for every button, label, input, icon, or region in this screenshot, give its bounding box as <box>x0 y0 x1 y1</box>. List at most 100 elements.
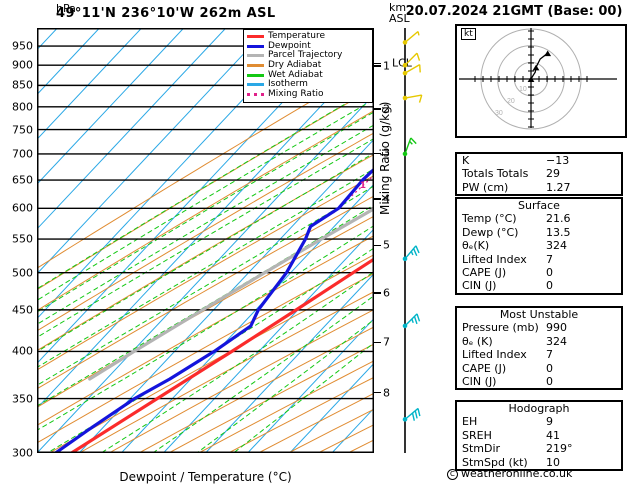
legend-item-dry-adiabat: Dry Adiabat <box>247 61 369 71</box>
row-label: θₑ(K) <box>462 239 490 253</box>
row-value: 990 <box>546 321 567 335</box>
legend-swatch <box>247 73 264 77</box>
data-row: Temp (°C) 21.6 <box>457 212 621 225</box>
pressure-tick-700: 700 <box>12 147 33 161</box>
dewpoint-curve <box>53 167 374 453</box>
row-label: Lifted Index <box>462 252 527 266</box>
row-label: CIN (J) <box>462 279 497 293</box>
legend-swatch <box>247 83 264 87</box>
hodograph-canvas: 10 20 30 <box>459 22 617 136</box>
altitude-tick-mark <box>374 108 381 110</box>
row-value: 7 <box>546 252 553 266</box>
pressure-tick-400: 400 <box>12 344 33 358</box>
data-row: CAPE (J) 0 <box>457 362 621 375</box>
data-row: EH 9 <box>457 415 621 428</box>
row-label: CAPE (J) <box>462 361 507 375</box>
data-row: SREH 41 <box>457 429 621 442</box>
data-row: CIN (J) 0 <box>457 375 621 388</box>
legend-item-parcel-trajectory: Parcel Trajectory <box>247 51 369 61</box>
altitude-tick-2km: 2 <box>383 102 390 116</box>
station-title: 49°11'N 236°10'W 262m ASL <box>56 6 276 21</box>
pressure-tick-350: 350 <box>12 392 33 406</box>
legend-swatch <box>247 92 264 96</box>
row-value: −13 <box>546 154 570 167</box>
row-value: 9 <box>546 415 553 429</box>
data-row: StmSpd (kt) 10 <box>457 456 621 469</box>
row-value: 1.27 <box>546 180 571 194</box>
row-value: 0 <box>546 361 553 375</box>
parcel-trajectory-curve <box>88 206 374 381</box>
data-row: CAPE (J) 0 <box>457 266 621 279</box>
legend-label: Dewpoint <box>268 40 311 51</box>
pressure-tick-950: 950 <box>12 39 33 53</box>
hodograph-plot: 10 20 30 kt <box>455 22 627 138</box>
most-unstable-parcel-panel: Most Unstable Pressure (mb) 990 θₑ (K) 324 Li… <box>455 306 623 391</box>
row-value: 13.5 <box>546 225 571 239</box>
data-row: K −13 <box>457 154 621 167</box>
legend-item-dewpoint: Dewpoint <box>247 40 369 52</box>
forecast-datetime-title: 20.07.2024 21GMT (Base: 00) <box>405 4 623 19</box>
wind-barb <box>402 313 421 329</box>
altitude-tick-3km: 3 <box>383 146 390 160</box>
pressure-tick-450: 450 <box>12 303 33 317</box>
legend-item-isotherm: Isotherm <box>247 80 369 90</box>
row-value: 0 <box>546 266 553 280</box>
temperature-curve <box>69 257 374 453</box>
row-value: 21.6 <box>546 212 571 226</box>
mixing-ratio-axis-title: Mixing Ratio (g/kg) <box>378 101 392 215</box>
altitude-tick-7km: 7 <box>383 335 390 349</box>
legend-swatch <box>247 35 264 39</box>
row-value: 0 <box>546 375 553 389</box>
row-label: Pressure (mb) <box>462 321 539 335</box>
row-label: K <box>462 154 470 167</box>
hodograph-axes <box>459 22 617 136</box>
wind-barb-column <box>402 28 423 453</box>
altitude-axis-unit-label: km ASL <box>389 2 410 24</box>
row-value: 7 <box>546 348 553 362</box>
altitude-tick-1km: 1 <box>383 59 390 73</box>
legend-item-wet-adiabat: Wet Adiabat <box>247 70 369 80</box>
hodograph-stats-panel: Hodograph EH 9 SREH 41 StmDir 219° StmSpd (kt) 1… <box>455 400 623 472</box>
legend-label: Dry Adiabat <box>268 60 322 71</box>
wind-barb <box>402 94 423 103</box>
altitude-tick-mark <box>374 64 381 67</box>
legend-swatch <box>247 64 264 68</box>
legend-label: Mixing Ratio <box>268 88 324 99</box>
pressure-tick-500: 500 <box>12 266 33 280</box>
altitude-tick-mark <box>374 341 381 344</box>
pressure-tick-300: 300 <box>12 446 33 460</box>
data-row: Dewp (°C) 13.5 <box>457 226 621 239</box>
row-label: PW (cm) <box>462 180 509 194</box>
altitude-tick-5km: 5 <box>383 238 390 252</box>
altitude-tick-8km: 8 <box>383 386 390 400</box>
stability-indices-panel: K −13 Totals Totals 29 PW (cm) 1.27 <box>455 152 623 197</box>
altitude-unit-km: km <box>389 1 407 14</box>
row-label: StmSpd (kt) <box>462 455 528 469</box>
copyright-text: weatheronline.co.uk <box>461 467 573 480</box>
row-label: CAPE (J) <box>462 266 507 280</box>
data-row: Totals Totals 29 <box>457 167 621 180</box>
legend-item-mixing-ratio: Mixing Ratio <box>247 88 369 100</box>
row-label: Temp (°C) <box>462 212 517 226</box>
row-value: 219° <box>546 442 573 456</box>
row-label: Lifted Index <box>462 348 527 362</box>
row-label: EH <box>462 415 478 429</box>
row-value: 29 <box>546 167 560 181</box>
row-label: CIN (J) <box>462 375 497 389</box>
row-label: Dewp (°C) <box>462 225 519 239</box>
data-row: θₑ (K) 324 <box>457 335 621 348</box>
row-value: 10 <box>546 455 560 469</box>
x-axis-title: Dewpoint / Temperature (°C) <box>119 470 292 484</box>
row-label: SREH <box>462 428 492 442</box>
pressure-tick-600: 600 <box>12 201 33 215</box>
row-value: 324 <box>546 334 567 348</box>
pressure-axis-unit-label: hPa <box>56 2 76 15</box>
lcl-label: LCL <box>392 56 412 70</box>
legend-label: Isotherm <box>268 79 308 90</box>
legend-item-temperature: Temperature <box>247 32 369 42</box>
panel-title: Surface <box>518 199 560 212</box>
hodograph-ring-label-10: 10 <box>519 86 527 93</box>
wind-barb <box>402 52 421 68</box>
row-label: θₑ (K) <box>462 334 493 348</box>
